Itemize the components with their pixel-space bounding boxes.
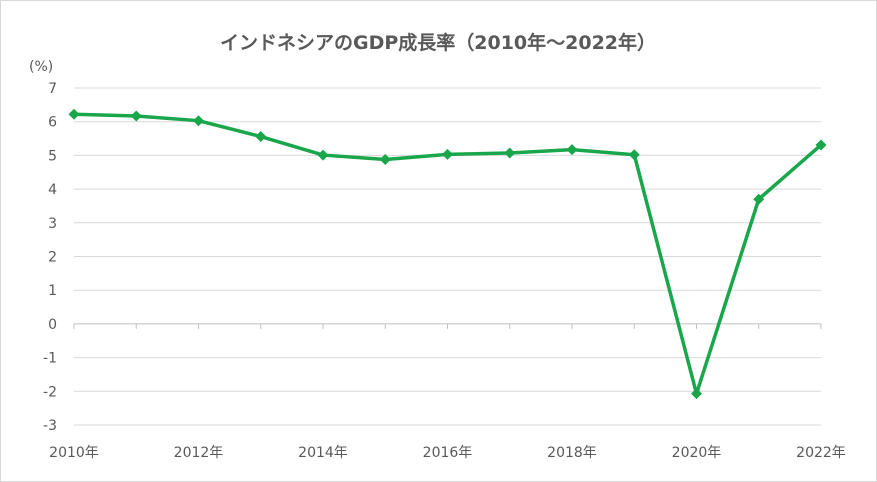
x-tick-label: 2010年: [49, 445, 99, 461]
x-tick-label: 2014年: [298, 445, 348, 461]
x-tick-label: 2022年: [796, 445, 846, 461]
data-point-marker: [566, 144, 578, 156]
y-tick-label: 1: [48, 283, 57, 299]
y-tick-label: 5: [48, 148, 57, 164]
data-point-marker: [691, 388, 702, 400]
y-tick-label: -3: [43, 418, 57, 434]
data-point-marker: [255, 131, 267, 143]
y-tick-label: 3: [48, 216, 57, 232]
data-point-marker: [68, 108, 80, 120]
data-point-marker: [379, 153, 391, 165]
y-tick-label: -1: [43, 351, 57, 367]
y-tick-label: 0: [48, 317, 57, 333]
data-point-marker: [504, 147, 516, 159]
x-axis: [73, 323, 822, 329]
data-point-marker: [317, 149, 329, 161]
chart-title: インドネシアのGDP成長率（2010年～2022年）: [220, 31, 656, 54]
x-tick-labels: 2010年 2012年 2014年 2016年 2018年 2020年 2022年: [49, 445, 846, 461]
y-tick-label: -2: [43, 384, 57, 400]
gridlines: [74, 87, 821, 426]
data-point-marker: [193, 115, 204, 127]
y-tick-labels: 7 6 5 4 3 2 1 0 -1 -2 -3: [43, 81, 57, 434]
x-tick-label: 2012年: [174, 445, 224, 461]
x-tick-label: 2020年: [672, 445, 722, 461]
data-point-marker: [628, 149, 640, 161]
x-tick-label: 2018年: [547, 445, 597, 461]
x-tick-label: 2016年: [423, 445, 473, 461]
series-gdp-growth: [68, 108, 827, 400]
y-tick-label: 4: [48, 182, 57, 198]
data-point-marker: [130, 110, 142, 122]
data-point-marker: [753, 193, 765, 205]
y-tick-label: 7: [48, 81, 57, 97]
y-tick-label: 6: [48, 115, 57, 131]
data-point-marker: [442, 148, 453, 160]
y-tick-label: 2: [48, 250, 57, 266]
data-point-marker: [815, 139, 827, 151]
y-axis-unit-label: (%): [29, 59, 53, 75]
